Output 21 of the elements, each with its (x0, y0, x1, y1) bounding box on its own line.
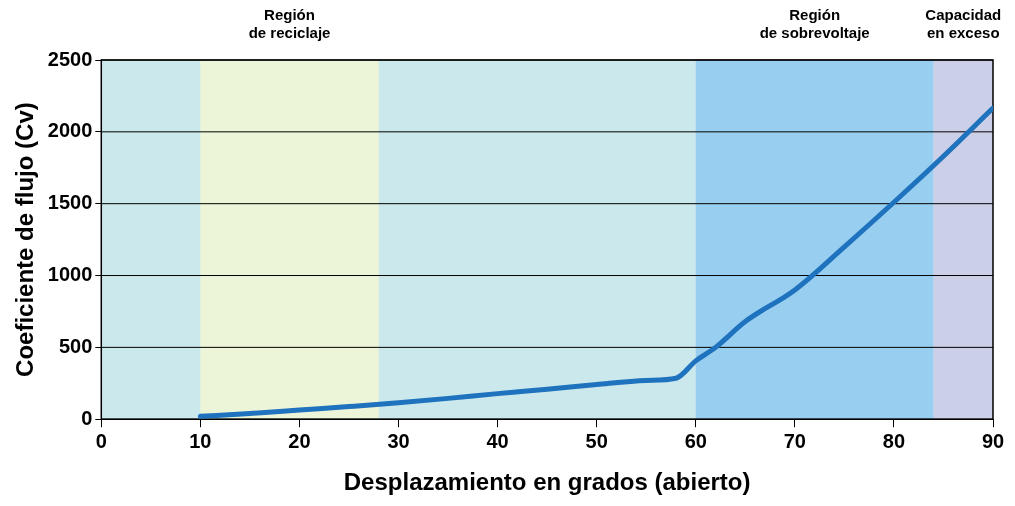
band-label: Capacidad en exceso (925, 5, 1002, 41)
band-label: Región de reciclaje (248, 5, 331, 41)
x-tick-label: 60 (684, 429, 707, 452)
x-tick-label: 0 (95, 429, 107, 452)
y-tick-label: 2000 (47, 119, 93, 142)
x-tick-label: 20 (288, 429, 311, 452)
x-tick-label: 30 (387, 429, 410, 452)
y-tick-label: 500 (58, 334, 93, 357)
band-label: Región de sobrevoltaje (759, 5, 870, 41)
x-tick-label: 50 (585, 429, 608, 452)
x-axis-title: Desplazamiento en grados (abierto) (343, 468, 751, 496)
y-axis-title: Coeficiente de flujo (Cv) (11, 102, 39, 377)
y-tick-label: 2500 (47, 47, 93, 70)
x-tick-label: 10 (189, 429, 212, 452)
y-tick-label: 1500 (47, 191, 93, 214)
x-tick-label: 90 (981, 429, 1005, 452)
x-tick-label: 70 (783, 429, 806, 452)
y-tick-label: 0 (81, 406, 93, 429)
x-tick-label: 80 (882, 429, 906, 452)
x-tick-label: 40 (486, 429, 509, 452)
y-tick-label: 1000 (47, 263, 93, 286)
